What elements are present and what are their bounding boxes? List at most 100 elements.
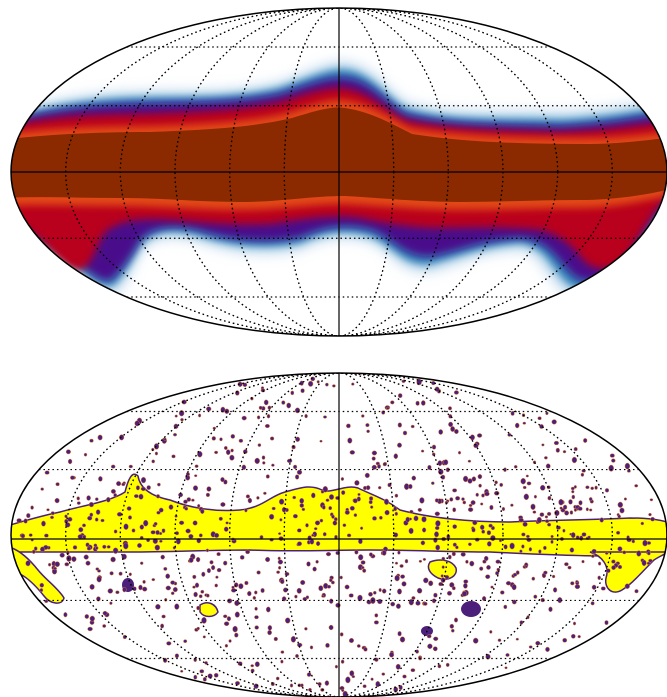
point-source <box>545 411 549 416</box>
point-source <box>431 444 437 450</box>
point-source <box>591 584 597 590</box>
point-source <box>116 511 123 517</box>
point-source <box>315 559 319 564</box>
point-source <box>583 438 588 443</box>
point-source <box>44 470 50 475</box>
point-source <box>280 650 285 654</box>
point-source <box>277 559 284 565</box>
point-source <box>290 635 297 643</box>
point-source <box>426 634 432 639</box>
point-source <box>427 465 432 470</box>
point-source <box>334 664 338 669</box>
point-source <box>349 450 355 455</box>
point-source <box>322 486 328 493</box>
point-source <box>327 584 331 589</box>
point-source <box>437 460 443 466</box>
point-source <box>113 493 118 498</box>
point-source <box>263 399 269 406</box>
point-source <box>300 579 306 586</box>
point-source <box>453 390 459 395</box>
point-source <box>599 517 604 523</box>
point-source <box>102 544 107 549</box>
point-source <box>461 590 467 597</box>
point-source <box>55 482 60 487</box>
point-source <box>192 520 198 526</box>
point-source <box>33 546 38 551</box>
point-source <box>510 411 515 416</box>
point-source <box>211 436 216 441</box>
point-source <box>575 580 579 583</box>
point-source <box>404 559 409 564</box>
point-source <box>420 540 426 546</box>
point-source <box>306 561 311 567</box>
point-source <box>463 582 468 589</box>
point-source <box>229 454 235 461</box>
point-source <box>230 448 234 453</box>
point-source <box>284 572 290 576</box>
point-source <box>223 526 229 532</box>
point-source <box>393 453 399 460</box>
point-source <box>340 477 345 481</box>
point-source <box>379 515 383 520</box>
point-source <box>520 478 526 485</box>
point-source <box>146 485 151 490</box>
point-source <box>597 575 601 580</box>
point-source <box>223 614 228 619</box>
point-source <box>438 582 444 587</box>
bottom-map-outline <box>10 372 667 697</box>
point-source <box>306 672 312 677</box>
point-source <box>82 534 87 539</box>
point-source <box>511 599 517 605</box>
point-source <box>357 594 363 602</box>
point-source <box>470 500 476 506</box>
point-source <box>444 574 450 580</box>
point-source <box>281 400 286 405</box>
point-source <box>335 602 341 608</box>
point-source <box>609 453 615 458</box>
point-source <box>201 617 207 624</box>
point-source <box>408 483 413 490</box>
point-source <box>131 528 136 533</box>
point-source <box>570 581 575 586</box>
point-source <box>514 422 520 429</box>
point-source <box>585 507 589 512</box>
point-source <box>605 568 611 573</box>
point-source <box>361 566 365 570</box>
point-source <box>226 616 232 622</box>
point-source <box>528 547 533 552</box>
point-source <box>286 458 293 464</box>
point-source <box>54 561 60 568</box>
point-source <box>258 405 263 410</box>
point-source <box>339 575 343 580</box>
point-source <box>451 586 456 591</box>
point-source <box>452 524 458 529</box>
point-source <box>294 407 301 414</box>
point-source <box>548 606 553 612</box>
point-source <box>310 376 316 382</box>
point-source <box>88 501 95 508</box>
point-source <box>410 424 415 429</box>
point-source <box>454 617 458 623</box>
point-source <box>531 576 536 581</box>
point-source <box>588 497 593 502</box>
point-source <box>488 523 493 528</box>
point-source <box>411 596 416 600</box>
point-source <box>347 437 353 444</box>
point-source <box>521 532 526 537</box>
point-source <box>231 588 237 593</box>
point-source <box>321 594 325 598</box>
point-source <box>200 508 205 514</box>
point-source <box>377 464 381 469</box>
point-source <box>102 624 107 628</box>
point-source <box>525 534 530 539</box>
point-source <box>273 636 278 642</box>
point-source <box>110 556 116 563</box>
point-source <box>611 565 616 570</box>
point-source <box>83 452 88 457</box>
point-source <box>76 501 81 505</box>
point-source <box>447 554 452 560</box>
point-source <box>558 498 564 506</box>
point-sources <box>16 376 656 697</box>
point-source <box>441 565 445 569</box>
